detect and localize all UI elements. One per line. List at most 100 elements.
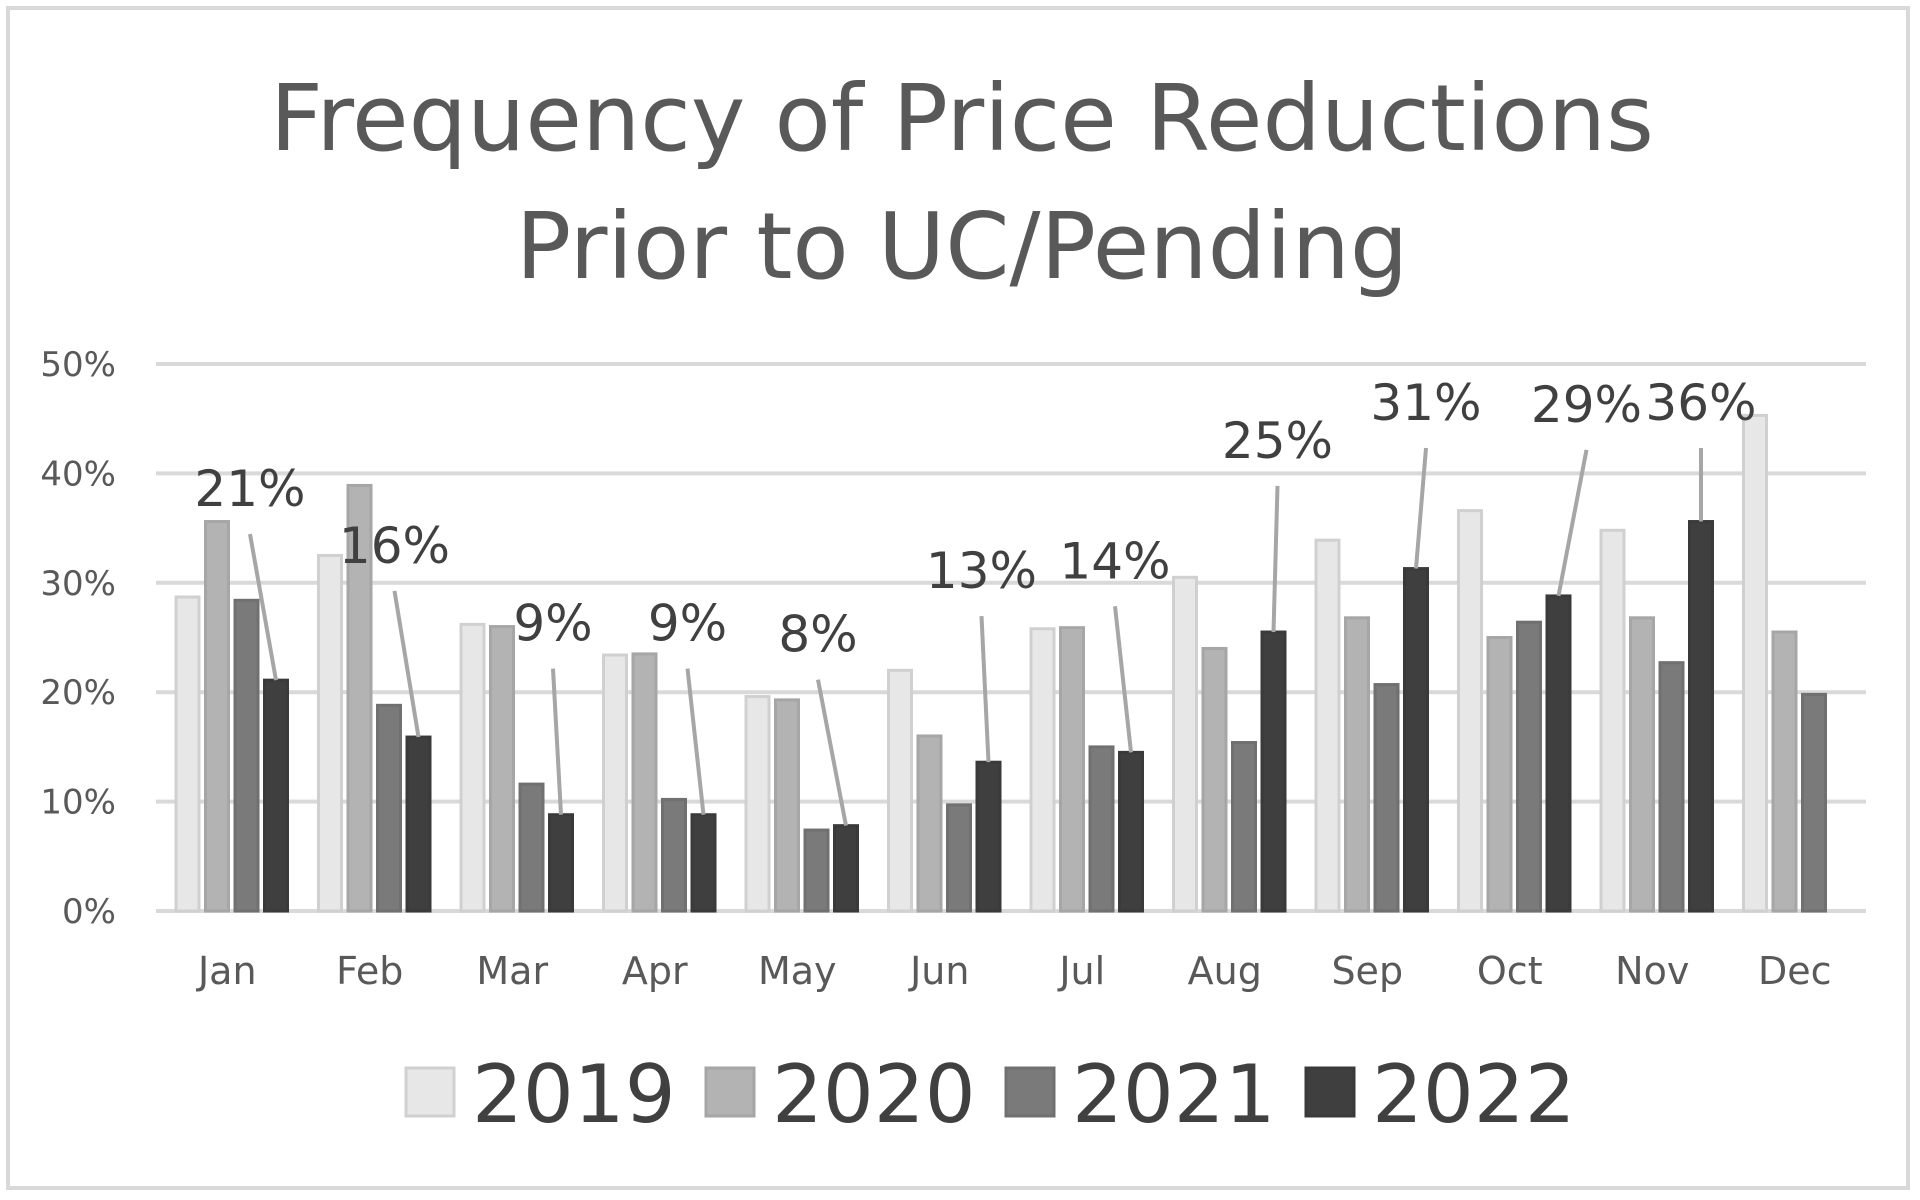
leader-line (685, 668, 706, 815)
bar-2019-apr (602, 653, 628, 913)
y-tick-label: 20% (40, 673, 116, 713)
legend: 2019 2020 2021 2022 (404, 1048, 1576, 1141)
data-label: 31% (1370, 374, 1481, 432)
legend-label: 2019 (472, 1048, 676, 1141)
leader-line (551, 668, 563, 815)
leader-line (1556, 449, 1589, 597)
bar-2019-aug (1172, 575, 1198, 913)
bar-2019-sep (1314, 538, 1341, 913)
data-label: 9% (513, 595, 592, 653)
legend-swatch-2022 (1304, 1066, 1356, 1118)
leader-line (979, 616, 991, 763)
y-tick-label: 50% (40, 345, 116, 385)
gridlines (156, 362, 1866, 913)
data-label: 25% (1222, 412, 1333, 470)
bar-2021-dec (1801, 692, 1827, 913)
leader-line (1271, 485, 1280, 633)
bar-2022-nov (1688, 520, 1714, 913)
legend-label: 2022 (1372, 1048, 1576, 1141)
legend-label: 2020 (772, 1048, 976, 1141)
data-label: 14% (1059, 532, 1170, 590)
y-axis-ticks: 0% 10% 20% 30% 40% 50% (40, 345, 116, 932)
data-label: 16% (339, 517, 450, 575)
chart-title: Frequency of Price Reductions Prior to U… (270, 65, 1654, 300)
bar-2019-mar (459, 622, 486, 913)
bar-2019-feb (317, 553, 343, 913)
bar-2022-feb (405, 735, 432, 913)
x-category-label: Jan (196, 949, 257, 993)
bar-2020-mar (489, 625, 515, 913)
bar-2022-oct (1545, 594, 1572, 913)
bar-2022-jun (975, 760, 1002, 913)
x-category-label: Dec (1758, 949, 1832, 993)
bar-2022-mar (548, 813, 574, 913)
leader-line (816, 679, 848, 827)
legend-label: 2021 (1072, 1048, 1276, 1141)
bar-2019-dec (1742, 413, 1768, 913)
bar-2022-aug (1260, 630, 1287, 913)
chart-title-line-2: Prior to UC/Pending (516, 193, 1409, 300)
chart-frame: Frequency of Price Reductions Prior to U… (6, 6, 1910, 1190)
x-category-label: May (758, 949, 837, 993)
bar-2020-jul (1059, 626, 1085, 913)
bar-2019-oct (1457, 509, 1483, 913)
bar-2021-aug (1231, 741, 1257, 913)
bar-2022-apr (690, 813, 717, 913)
bar-2020-oct (1486, 636, 1513, 913)
x-category-label: Jul (1057, 949, 1105, 993)
leader-line (392, 590, 421, 738)
bar-2019-jun (887, 668, 913, 913)
legend-swatch-2019 (404, 1066, 456, 1118)
legend-swatch-2021 (1004, 1066, 1056, 1118)
data-label: 8% (778, 606, 857, 664)
bar-2020-may (774, 698, 800, 913)
data-label: 13% (926, 542, 1037, 600)
leader-line (248, 533, 278, 681)
x-category-label: Sep (1331, 949, 1403, 993)
bar-2019-jan (174, 595, 201, 913)
bar-2019-may (744, 695, 771, 913)
bar-2019-jul (1029, 627, 1056, 913)
bar-2020-sep (1344, 616, 1370, 913)
y-tick-label: 30% (40, 564, 116, 604)
y-tick-label: 10% (40, 783, 116, 823)
data-labels: 21% 16% 9% 9% 8% 13% 14% 25% 31% 29% 36% (194, 374, 1757, 827)
x-category-label: Mar (476, 949, 548, 993)
y-tick-label: 0% (62, 892, 116, 932)
data-label: 36% (1645, 374, 1756, 432)
bar-2021-mar (518, 782, 545, 913)
bar-2021-may (803, 828, 830, 913)
data-label: 9% (648, 595, 727, 653)
x-category-label: Feb (336, 949, 403, 993)
x-category-label: Nov (1615, 949, 1689, 993)
bar-2021-jun (946, 803, 972, 913)
bar-2020-aug (1201, 646, 1228, 913)
bar-2020-jun (916, 734, 943, 913)
legend-swatch-2020 (704, 1066, 756, 1118)
leader-line (1414, 447, 1428, 569)
bar-2022-jul (1118, 750, 1144, 913)
bar-2022-sep (1403, 567, 1429, 913)
bars (174, 413, 1827, 913)
y-tick-label: 40% (40, 454, 116, 494)
bar-2021-nov (1658, 661, 1685, 913)
x-category-label: Aug (1188, 949, 1262, 993)
bar-2020-feb (346, 483, 373, 913)
data-label: 29% (1531, 376, 1642, 434)
leader-line (1113, 606, 1133, 753)
x-category-label: Oct (1477, 949, 1543, 993)
x-axis-categories: Jan Feb Mar Apr May Jun Jul Aug Sep Oct Nov Dec (196, 949, 1832, 993)
x-category-label: Jun (908, 949, 969, 993)
data-label: 21% (194, 460, 305, 518)
bar-2021-jul (1088, 745, 1115, 913)
bar-2022-may (833, 824, 859, 913)
bar-2020-jan (204, 520, 230, 913)
chart-canvas: Frequency of Price Reductions Prior to U… (40, 65, 1866, 1141)
bar-2021-sep (1373, 683, 1400, 913)
bar-2022-jan (263, 678, 289, 913)
bar-2021-feb (376, 703, 402, 913)
bar-2020-apr (631, 652, 658, 913)
bar-2021-apr (661, 797, 687, 913)
bar-2021-oct (1516, 620, 1542, 913)
bar-2019-nov (1599, 528, 1626, 913)
